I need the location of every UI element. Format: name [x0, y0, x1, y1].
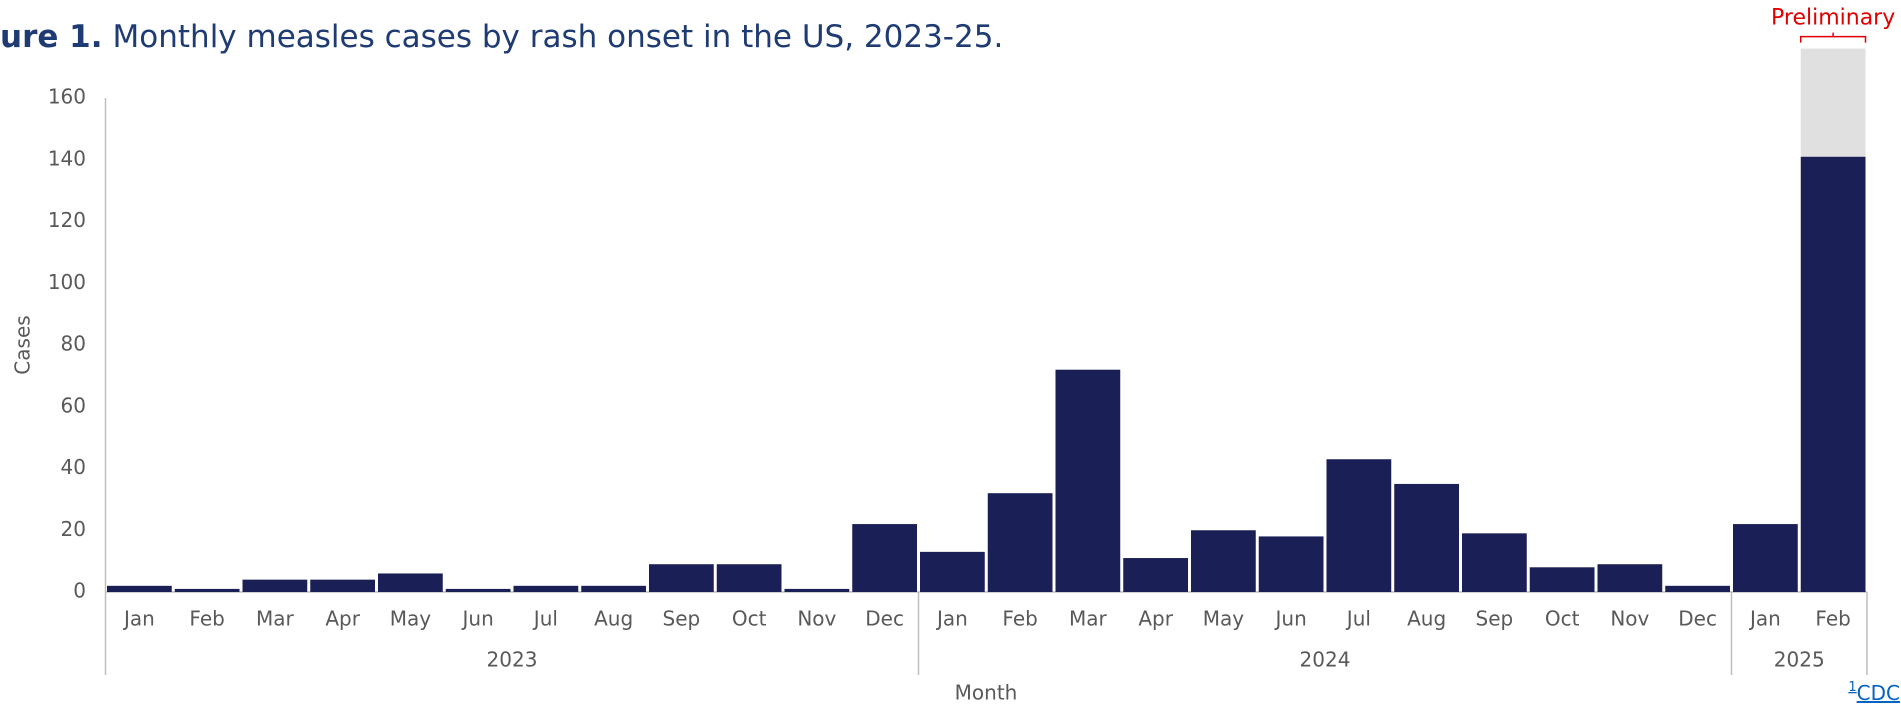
- x-tick-label: May: [1203, 607, 1245, 631]
- bar: [513, 585, 579, 592]
- x-tick-label: Oct: [732, 607, 767, 631]
- y-tick-label: 140: [48, 146, 86, 170]
- x-tick-label: May: [390, 607, 432, 631]
- y-tick-label: 120: [48, 208, 86, 232]
- x-tick-label: Sep: [1476, 607, 1514, 631]
- y-tick-label: 0: [73, 579, 86, 603]
- x-tick-label: Jun: [461, 607, 494, 631]
- bar: [1665, 585, 1730, 592]
- footnote-text[interactable]: CDC: [1857, 681, 1900, 704]
- bar: [107, 585, 172, 592]
- x-tick-label: Jan: [122, 607, 155, 631]
- x-tick-label: Feb: [189, 607, 224, 631]
- x-tick-label: Nov: [797, 607, 836, 631]
- y-tick-label: 160: [48, 85, 86, 109]
- bar: [1597, 564, 1663, 592]
- x-tick-label: Apr: [1138, 607, 1173, 631]
- x-tick-label: Jun: [1274, 607, 1307, 631]
- x-tick-label: Mar: [256, 607, 295, 631]
- bar: [1529, 567, 1595, 592]
- y-tick-label: 40: [61, 455, 86, 479]
- x-tick-label: Apr: [325, 607, 360, 631]
- bar: [242, 579, 308, 592]
- bar: [920, 551, 985, 592]
- bar: [1462, 533, 1527, 592]
- bar: [716, 564, 782, 592]
- bar: [649, 564, 714, 592]
- x-tick-label: Dec: [865, 607, 904, 631]
- bar: [1258, 536, 1324, 592]
- title-text: Monthly measles cases by rash onset in t…: [113, 19, 1004, 55]
- x-tick-label: Feb: [1815, 607, 1850, 631]
- x-tick-label: Jul: [1345, 607, 1371, 631]
- annotation: Preliminary: [1771, 6, 1895, 31]
- group-label: 2023: [487, 648, 538, 672]
- x-tick-label: Oct: [1545, 607, 1580, 631]
- bar: [1055, 369, 1121, 592]
- bar: [987, 493, 1053, 592]
- bar: [1394, 483, 1459, 592]
- y-tick-label: 80: [61, 332, 86, 356]
- footnote-mark[interactable]: 1: [1848, 680, 1856, 695]
- y-axis-label: Cases: [11, 315, 35, 374]
- bar: [852, 524, 917, 592]
- y-tick-label: 100: [48, 270, 86, 294]
- bar: [784, 588, 850, 592]
- x-tick-label: Aug: [594, 607, 633, 631]
- y-tick-label: 60: [61, 393, 86, 417]
- x-tick-label: Dec: [1678, 607, 1717, 631]
- chart-title: ure 1. Monthly measles cases by rash onse…: [0, 19, 1003, 55]
- x-tick-label: Feb: [1002, 607, 1037, 631]
- bar: [1733, 524, 1798, 592]
- x-tick-label: Nov: [1610, 607, 1649, 631]
- annotation-bracket: [1800, 32, 1867, 43]
- group-label: 2025: [1774, 648, 1825, 672]
- bar: [174, 588, 240, 592]
- bar: [581, 585, 646, 592]
- title-label: ure 1.: [0, 19, 103, 55]
- bar: [445, 588, 511, 592]
- x-tick-label: Jan: [935, 607, 968, 631]
- bar: [310, 579, 375, 592]
- x-tick-label: Sep: [663, 607, 701, 631]
- group-label: 2024: [1300, 648, 1351, 672]
- bar: [1123, 558, 1188, 592]
- y-tick-label: 20: [61, 517, 86, 541]
- x-tick-label: Aug: [1407, 607, 1446, 631]
- x-axis-label: Month: [955, 681, 1018, 704]
- x-tick-label: Jul: [532, 607, 558, 631]
- bar: [1191, 530, 1256, 592]
- footnote[interactable]: 1CDC: [1848, 680, 1900, 704]
- bar: [1800, 48, 1866, 157]
- bar: [1800, 156, 1866, 592]
- bar: [378, 573, 443, 592]
- bar: [1326, 459, 1392, 592]
- x-tick-label: Mar: [1069, 607, 1108, 631]
- x-tick-label: Jan: [1748, 607, 1781, 631]
